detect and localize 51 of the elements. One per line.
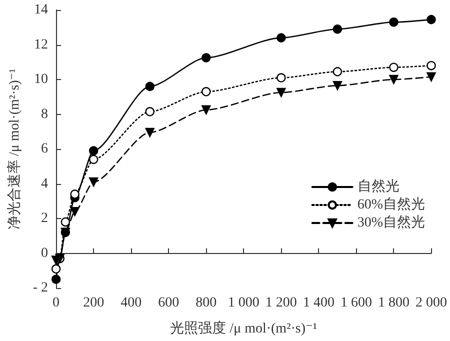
x-tick-label: 400 — [120, 296, 142, 310]
point — [70, 190, 80, 199]
x-tick-label: 1 800 — [378, 296, 410, 310]
y-tick-label: 12 — [34, 37, 48, 52]
y-axis-title: 净光合速率 /μ mol·(m²·s)⁻¹ — [6, 68, 22, 230]
x-tick-label: 200 — [83, 296, 104, 310]
x-tick-label: 800 — [196, 296, 217, 310]
point — [426, 61, 436, 70]
point — [276, 33, 286, 42]
point — [51, 274, 61, 284]
x-tick-label: 1 000 — [228, 296, 260, 310]
point — [426, 14, 436, 24]
x-axis-title: 光照强度 /μ mol·(m²·s)⁻¹ — [170, 320, 318, 336]
point — [88, 146, 98, 156]
point — [51, 264, 61, 274]
point — [276, 88, 286, 98]
legend-label: 60%自然光 — [357, 196, 426, 212]
point — [332, 67, 342, 76]
y-tick-label: 14 — [34, 2, 48, 18]
y-tick-label: - 2 — [32, 280, 48, 296]
legend-label: 自然光 — [357, 178, 400, 194]
point — [145, 107, 154, 116]
x-tick-label: 0 — [52, 296, 60, 310]
legend-label: 30%自然光 — [357, 214, 426, 230]
x-tick-label: 1 400 — [302, 296, 334, 310]
point — [145, 128, 154, 138]
y-tick-label: 0 — [41, 246, 48, 261]
x-tick-label: 600 — [158, 296, 180, 310]
point — [88, 177, 98, 187]
x-tick-label: 1 600 — [340, 296, 372, 310]
point — [332, 24, 342, 34]
y-tick-label: 6 — [41, 142, 48, 156]
point — [389, 62, 398, 72]
y-tick-label: 10 — [34, 72, 48, 87]
point — [332, 80, 342, 90]
point — [389, 18, 398, 27]
point — [145, 82, 154, 92]
x-tick-label: 2 000 — [416, 296, 447, 310]
point — [202, 105, 211, 115]
y-tick-label: 2 — [41, 211, 48, 226]
point — [276, 73, 286, 82]
point — [202, 53, 211, 62]
x-tick-label: 1 200 — [265, 296, 297, 310]
point — [88, 154, 98, 164]
point — [389, 74, 398, 84]
point — [202, 87, 211, 96]
y-tick-label: 4 — [41, 176, 48, 192]
point — [60, 217, 70, 227]
y-tick-label: 8 — [41, 106, 48, 122]
point — [426, 72, 436, 82]
point — [70, 206, 80, 216]
